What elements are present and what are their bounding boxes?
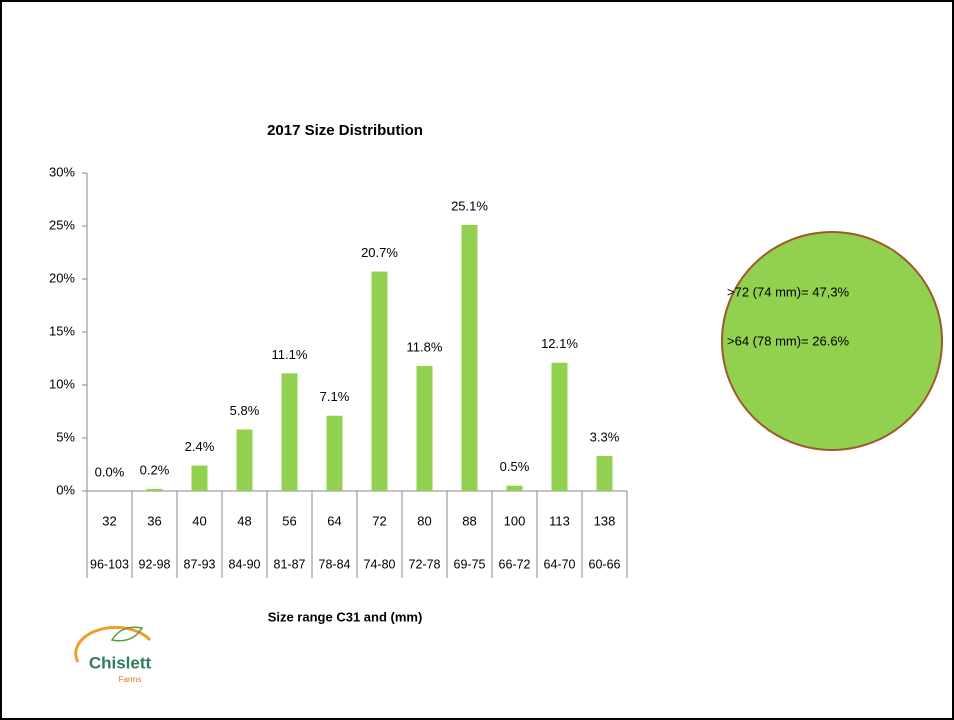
x-tick-sublabel: 81-87 (274, 557, 306, 571)
logo-name: Chislett (89, 653, 152, 672)
x-tick-sublabel: 72-78 (409, 557, 441, 571)
x-tick-label: 100 (504, 513, 526, 528)
x-tick-sublabel: 96-103 (90, 557, 129, 571)
bar (371, 271, 388, 491)
x-tick-label: 80 (417, 513, 431, 528)
data-label: 20.7% (361, 245, 398, 260)
data-label: 7.1% (320, 389, 350, 404)
bar (281, 373, 298, 491)
logo: Chislett Farms (74, 625, 152, 684)
x-tick-sublabel: 74-80 (364, 557, 396, 571)
bar (146, 488, 163, 491)
bar (191, 465, 208, 491)
x-axis-title: Size range C31 and (mm) (268, 609, 423, 624)
bar (596, 456, 613, 491)
y-tick-label: 10% (49, 376, 75, 391)
x-tick-label: 113 (549, 513, 570, 528)
y-tick-label: 25% (49, 217, 75, 232)
data-label: 3.3% (590, 429, 620, 444)
x-tick-sublabel: 92-98 (139, 557, 171, 571)
x-tick-label: 48 (237, 513, 251, 528)
data-label: 25.1% (451, 198, 488, 213)
bar (461, 224, 478, 491)
data-label: 2.4% (185, 439, 215, 454)
x-tick-label: 32 (102, 513, 116, 528)
summary-circle (721, 231, 943, 451)
x-tick-label: 64 (327, 513, 341, 528)
y-tick-label: 15% (49, 323, 75, 338)
x-tick-label: 72 (372, 513, 386, 528)
chart-title: 2017 Size Distribution (267, 122, 423, 139)
x-tick-label: 88 (462, 513, 476, 528)
logo-leaf (110, 626, 144, 642)
x-tick-label: 40 (192, 513, 206, 528)
data-label: 5.8% (230, 403, 260, 418)
data-label: 11.8% (407, 339, 443, 354)
x-tick-sublabel: 84-90 (229, 557, 261, 571)
x-tick-label: 36 (147, 513, 161, 528)
x-tick-sublabel: 69-75 (454, 557, 486, 571)
data-label: 12.1% (541, 336, 578, 351)
data-label: 0.5% (500, 459, 530, 474)
y-tick-label: 20% (49, 270, 75, 285)
x-tick-label: 56 (282, 513, 296, 528)
x-tick-sublabel: 66-72 (499, 557, 531, 571)
x-tick-sublabel: 78-84 (319, 557, 351, 571)
bar (506, 485, 523, 491)
bar (551, 362, 568, 491)
annotation: >72 (74 mm)= 47,3% (727, 284, 850, 299)
data-label: 0.0% (95, 464, 125, 479)
data-label: 11.1% (272, 347, 308, 362)
bar (416, 365, 433, 491)
bar (236, 429, 253, 491)
logo-tagline: Farms (119, 675, 142, 684)
x-tick-sublabel: 64-70 (544, 557, 576, 571)
y-tick-label: 0% (56, 482, 75, 497)
x-tick-sublabel: 60-66 (589, 557, 621, 571)
y-tick-label: 5% (56, 429, 75, 444)
y-tick-label: 30% (49, 164, 75, 179)
x-tick-label: 138 (594, 513, 616, 528)
bar (326, 415, 343, 491)
data-label: 0.2% (140, 462, 170, 477)
annotation: >64 (78 mm)= 26.6% (727, 333, 850, 348)
x-tick-sublabel: 87-93 (184, 557, 216, 571)
